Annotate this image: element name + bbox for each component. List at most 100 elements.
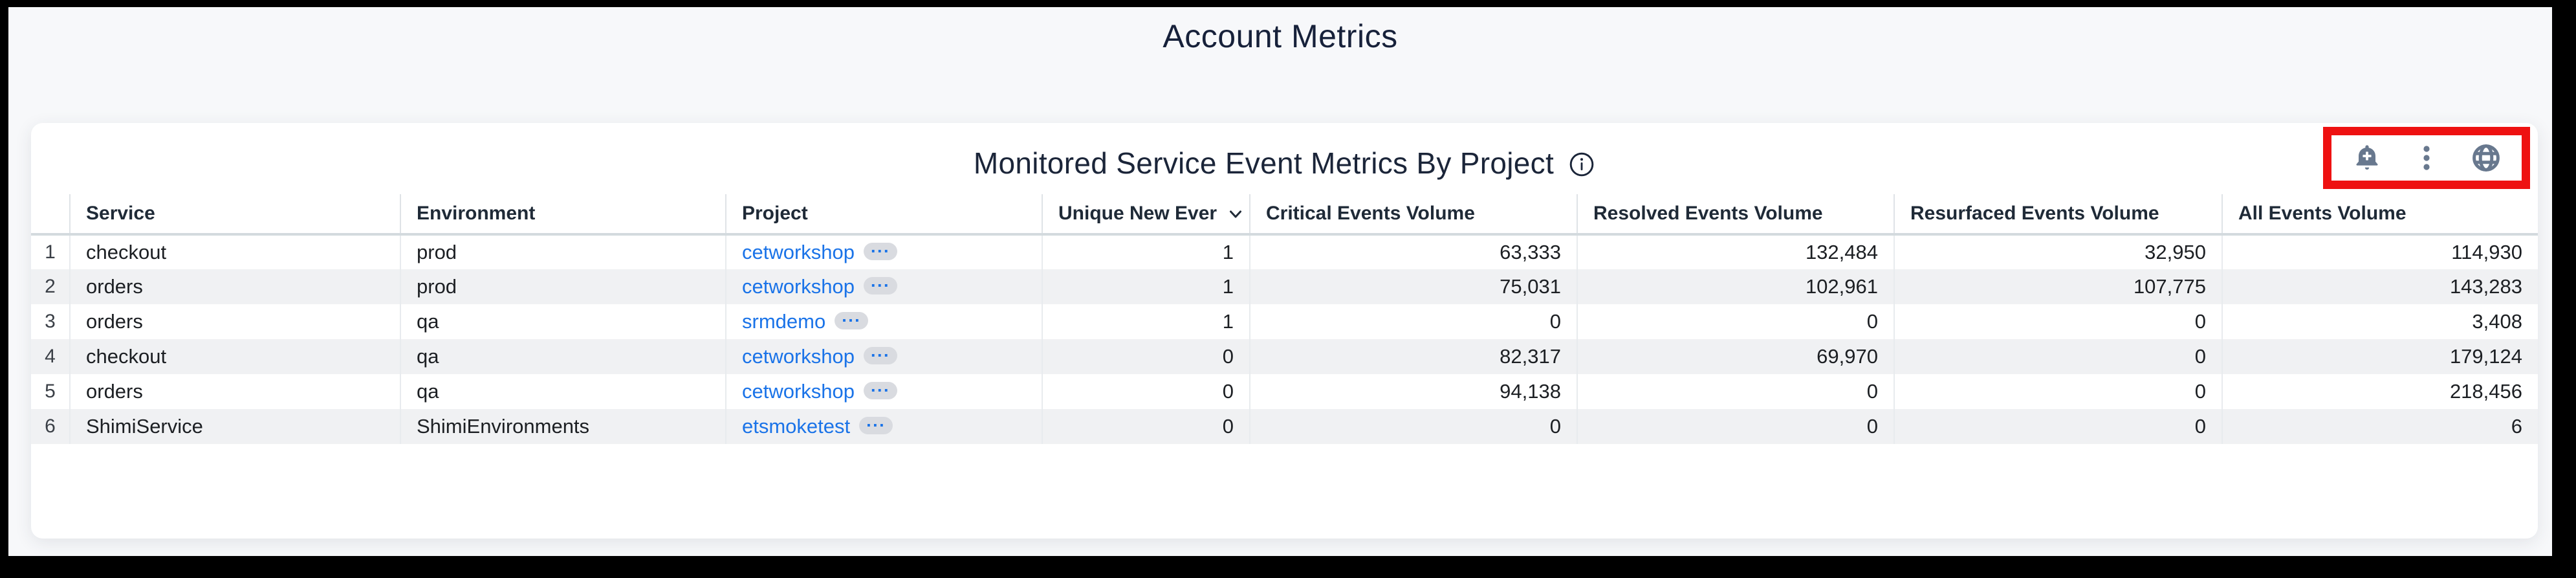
column-label: Critical Events Volume (1266, 203, 1475, 224)
cell-environment: prod (400, 269, 726, 304)
cell-resolved: 132,484 (1577, 234, 1894, 269)
cell-unique: 1 (1042, 234, 1250, 269)
cell-environment: qa (400, 339, 726, 374)
cell-service: ShimiService (69, 409, 400, 444)
column-label: Resurfaced Events Volume (1910, 203, 2159, 224)
widget-title: Monitored Service Event Metrics By Proje… (973, 146, 1555, 180)
table-header-row: Service Environment Project Unique New Ever… (31, 194, 2538, 236)
column-label: All Events Volume (2238, 203, 2407, 224)
cell-critical: 82,317 (1249, 339, 1577, 374)
column-label: Project (742, 203, 808, 224)
ellipsis-badge[interactable]: ··· (864, 382, 898, 400)
cell-project: cetworkshop ··· (725, 234, 1042, 269)
table-row: 4 checkout qa cetworkshop ··· 0 82,317 69,970 0 1… (31, 339, 2538, 374)
project-link[interactable]: cetworkshop (742, 345, 855, 368)
table-row: 5 orders qa cetworkshop ··· 0 94,138 0 0 218,456 (31, 374, 2538, 409)
cell-resurfaced: 0 (1894, 339, 2222, 374)
cell-resurfaced: 0 (1894, 409, 2222, 444)
cell-critical: 0 (1249, 304, 1577, 339)
project-link[interactable]: cetworkshop (742, 241, 855, 263)
row-index: 6 (31, 409, 70, 444)
ellipsis-badge[interactable]: ··· (835, 312, 869, 330)
cell-service: checkout (69, 234, 400, 269)
column-header-service[interactable]: Service (69, 194, 400, 236)
row-index: 1 (45, 241, 56, 263)
project-link[interactable]: cetworkshop (742, 275, 855, 298)
ellipsis-badge[interactable]: ··· (859, 417, 893, 435)
cell-resolved: 69,970 (1577, 339, 1894, 374)
column-label: Environment (417, 203, 536, 224)
cell-unique: 0 (1042, 339, 1250, 374)
table-row: 3 orders qa srmdemo ··· 1 0 0 0 3,408 (31, 304, 2538, 339)
kebab-menu-icon (2423, 146, 2430, 170)
table-row: 1 checkout prod cetworkshop ··· 1 63,333 132,48… (31, 234, 2538, 269)
ellipsis-badge[interactable]: ··· (864, 277, 898, 295)
metrics-widget: Monitored Service Event Metrics By Proje… (31, 123, 2538, 539)
project-link[interactable]: cetworkshop (742, 380, 855, 403)
cell-service: orders (69, 304, 400, 339)
info-icon[interactable] (1568, 151, 1595, 178)
column-label: Service (86, 203, 155, 224)
column-header-resurfaced[interactable]: Resurfaced Events Volume (1894, 194, 2222, 236)
sort-chevron-icon (1230, 210, 1242, 218)
highlight-box (2323, 127, 2530, 189)
cell-environment: ShimiEnvironments (400, 409, 726, 444)
cell-critical: 63,333 (1249, 234, 1577, 269)
ellipsis-badge[interactable]: ··· (864, 243, 898, 261)
widget-menu-button[interactable] (2410, 142, 2443, 174)
cell-project: srmdemo ··· (725, 304, 1042, 339)
ellipsis-badge[interactable]: ··· (864, 347, 898, 365)
column-header-project[interactable]: Project (725, 194, 1042, 236)
column-header-critical[interactable]: Critical Events Volume (1249, 194, 1577, 236)
cell-resurfaced: 0 (1894, 304, 2222, 339)
cell-environment: prod (400, 234, 726, 269)
cell-resurfaced: 107,775 (1894, 269, 2222, 304)
cell-resolved: 0 (1577, 304, 1894, 339)
row-index: 2 (31, 269, 70, 304)
cell-resurfaced: 32,950 (1894, 234, 2222, 269)
cell-environment: qa (400, 304, 726, 339)
cell-all: 3,408 (2221, 304, 2538, 339)
column-header-resolved[interactable]: Resolved Events Volume (1577, 194, 1894, 236)
cell-resolved: 0 (1577, 409, 1894, 444)
cell-project: cetworkshop ··· (725, 374, 1042, 409)
column-header-unique[interactable]: Unique New Ever (1042, 194, 1250, 236)
cell-all: 179,124 (2221, 339, 2538, 374)
cell-service: orders (69, 269, 400, 304)
cell-unique: 0 (1042, 374, 1250, 409)
column-label: Unique New Ever (1058, 203, 1217, 224)
page-title: Account Metrics (1162, 18, 1398, 54)
column-header-all[interactable]: All Events Volume (2221, 194, 2538, 236)
cell-project: etsmoketest ··· (725, 409, 1042, 444)
cell-all: 6 (2221, 409, 2538, 444)
table-row: 2 orders prod cetworkshop ··· 1 75,031 102,961 1… (31, 269, 2538, 304)
table-row: 6 ShimiService ShimiEnvironments etsmoketes… (31, 409, 2538, 444)
cell-all: 143,283 (2221, 269, 2538, 304)
cell-service: orders (69, 374, 400, 409)
column-header-environment[interactable]: Environment (400, 194, 726, 236)
cell-critical: 75,031 (1249, 269, 1577, 304)
row-index: 5 (45, 381, 56, 402)
row-index: 4 (31, 339, 70, 374)
create-alert-button[interactable] (2351, 142, 2383, 174)
globe-button[interactable] (2470, 142, 2502, 174)
bell-plus-icon (2356, 145, 2378, 170)
column-header-num[interactable] (31, 194, 70, 236)
project-link[interactable]: etsmoketest (742, 415, 851, 438)
metrics-table: Service Environment Project Unique New Ever… (31, 194, 2538, 444)
cell-critical: 0 (1249, 409, 1577, 444)
row-index: 3 (45, 311, 56, 332)
cell-all: 114,930 (2221, 234, 2538, 269)
cell-resolved: 0 (1577, 374, 1894, 409)
globe-icon (2472, 144, 2500, 172)
cell-unique: 0 (1042, 409, 1250, 444)
cell-service: checkout (69, 339, 400, 374)
cell-unique: 1 (1042, 269, 1250, 304)
cell-critical: 94,138 (1249, 374, 1577, 409)
cell-unique: 1 (1042, 304, 1250, 339)
column-label: Resolved Events Volume (1593, 203, 1823, 224)
project-link[interactable]: srmdemo (742, 310, 826, 333)
cell-all: 218,456 (2221, 374, 2538, 409)
cell-environment: qa (400, 374, 726, 409)
cell-resolved: 102,961 (1577, 269, 1894, 304)
